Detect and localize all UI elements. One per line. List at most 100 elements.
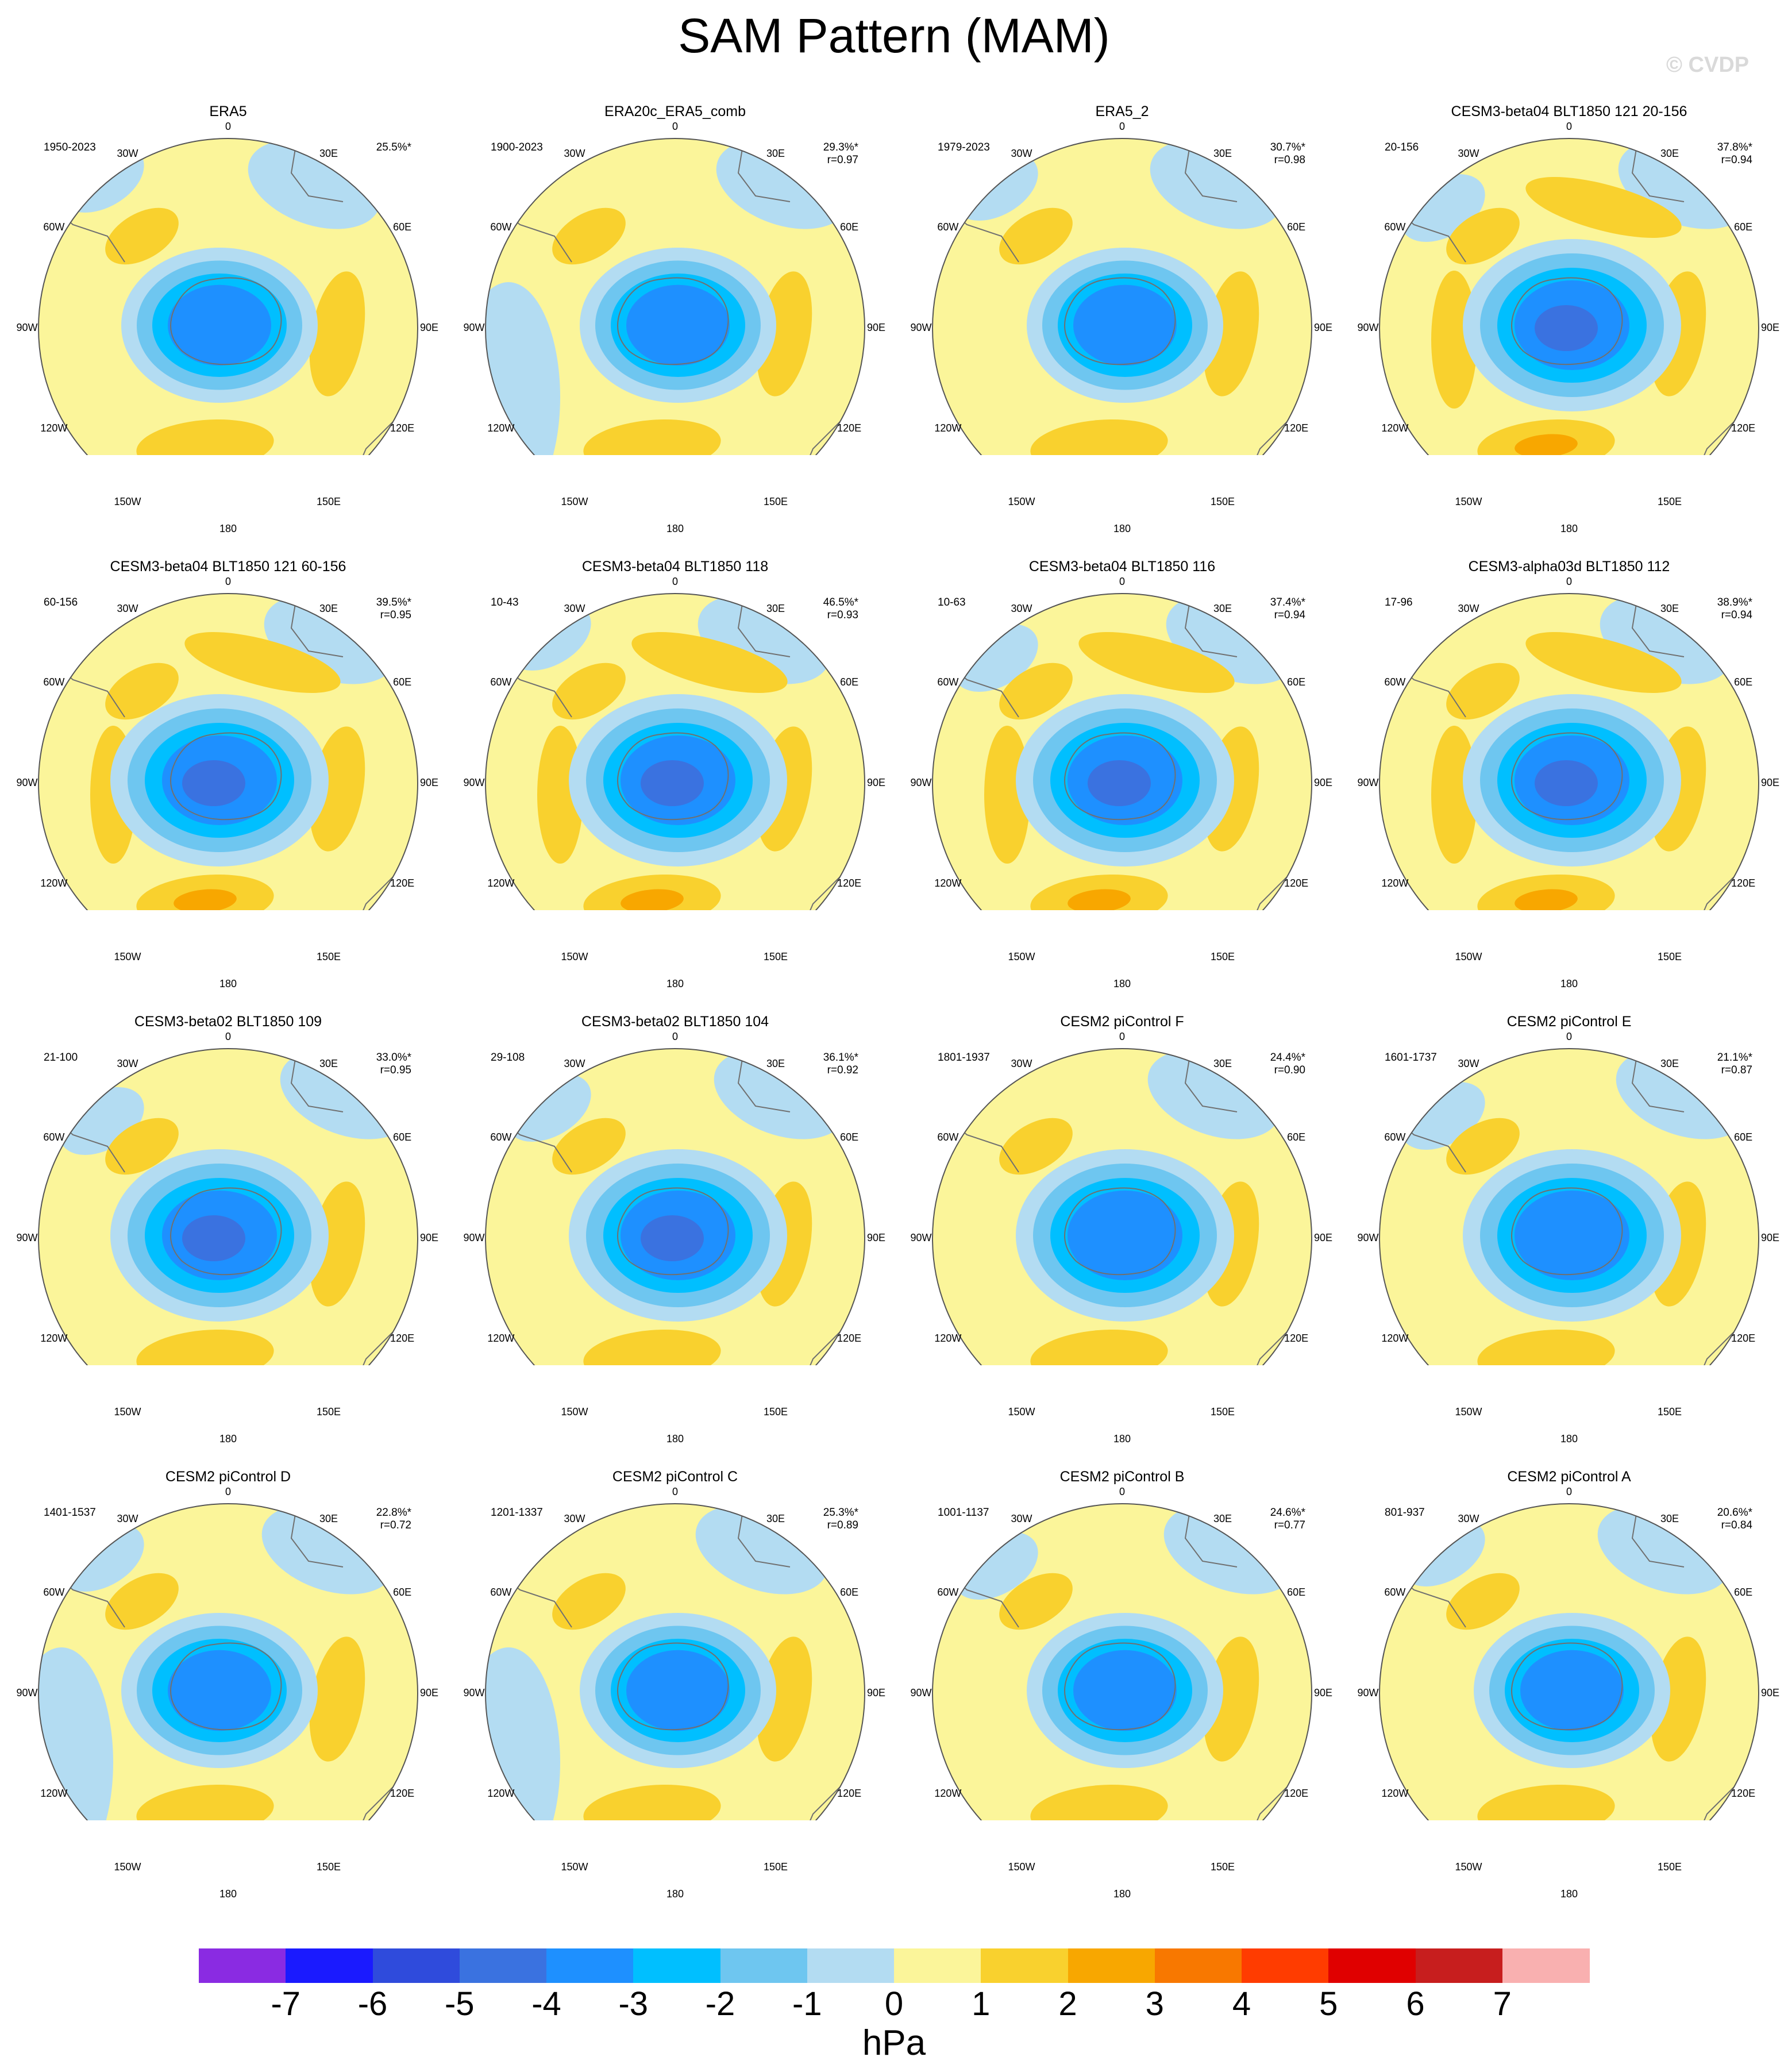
- pattern-correlation: r=0.94: [1721, 154, 1752, 166]
- panel-years: 10-63: [938, 596, 966, 608]
- map-boundary: [485, 593, 865, 910]
- longitude-label: 120E: [837, 422, 862, 434]
- longitude-label: 60W: [1384, 676, 1406, 688]
- africa-coastline: [1631, 1504, 1685, 1568]
- longitude-label: 90W: [16, 1687, 38, 1699]
- longitude-label: 150W: [1008, 496, 1035, 508]
- positive-anomaly-region: [999, 207, 1073, 265]
- positive-anomaly-region: [631, 632, 788, 693]
- longitude-label: 30W: [1458, 1512, 1479, 1524]
- longitude-label: 180: [1560, 1888, 1578, 1900]
- positive-anomaly-region: [999, 1573, 1073, 1630]
- pattern-correlation: r=0.92: [827, 1064, 858, 1076]
- longitude-label: 90W: [463, 1687, 485, 1699]
- longitude-label: 0: [1566, 1031, 1572, 1042]
- map-panel: 0 30E 60E 90E 120E 150E 180 150W 120W 90W 60W 30W CE…: [1346, 910, 1788, 1445]
- longitude-label: 120E: [837, 1788, 862, 1799]
- colorbar-box: [720, 1948, 808, 1983]
- antarctica-coastline: [1511, 732, 1623, 821]
- strong-negative-anomaly-core: [641, 760, 704, 806]
- longitude-label: 60E: [1734, 676, 1753, 688]
- longitude-label: 150E: [1657, 496, 1682, 508]
- longitude-label: 30W: [1458, 602, 1479, 614]
- africa-coastline: [737, 594, 791, 657]
- colorbar-tick: -2: [705, 1985, 735, 2023]
- polar-map: [485, 593, 865, 910]
- africa-coastline: [1184, 594, 1238, 657]
- longitude-label: 0: [672, 576, 678, 587]
- longitude-label: 90E: [866, 1232, 886, 1243]
- longitude-label: 120E: [1731, 1788, 1756, 1799]
- australia-coastline: [1689, 869, 1742, 910]
- colorbar-box: [459, 1948, 547, 1983]
- longitude-label: 150W: [114, 1861, 141, 1873]
- panel-title: CESM2 piControl F: [1060, 1014, 1184, 1030]
- longitude-label: 90E: [1760, 777, 1780, 788]
- positive-anomaly-region: [1525, 177, 1682, 238]
- longitude-label: 150E: [1210, 1861, 1235, 1873]
- variance-explained: 46.5%*: [823, 596, 858, 608]
- map-panel: 0 30E 60E 90E 120E 150E 180 150W 120W 90W 60W 30W CE…: [899, 910, 1346, 1445]
- longitude-label: 60W: [937, 221, 959, 233]
- map-boundary: [485, 138, 865, 455]
- antarctica-coastline: [617, 277, 729, 365]
- longitude-label: 90E: [1313, 777, 1333, 788]
- longitude-label: 60W: [490, 1586, 512, 1598]
- antarctica-coastline: [170, 732, 282, 821]
- positive-anomaly-region: [136, 1329, 274, 1365]
- longitude-label: 150W: [561, 1861, 588, 1873]
- panel-years: 21-100: [44, 1052, 78, 1064]
- longitude-label: 60W: [937, 1131, 959, 1143]
- positive-anomaly-region: [1431, 726, 1477, 864]
- longitude-label: 150E: [1210, 951, 1235, 963]
- longitude-label: 90E: [1313, 1687, 1333, 1699]
- longitude-label: 30W: [117, 147, 138, 159]
- longitude-label: 30E: [1660, 602, 1679, 614]
- longitude-label: 60E: [1734, 1131, 1753, 1143]
- positive-anomaly-region: [552, 663, 626, 720]
- longitude-label: 150E: [1657, 951, 1682, 963]
- colorbar-tick: -3: [618, 1985, 649, 2023]
- pattern-correlation: r=0.94: [1274, 609, 1305, 621]
- longitude-label: 120W: [934, 1788, 962, 1799]
- longitude-label: 180: [1113, 1433, 1131, 1445]
- positive-anomaly-region: [1446, 663, 1520, 720]
- positive-anomaly-region: [999, 663, 1073, 720]
- longitude-label: 150E: [763, 496, 788, 508]
- longitude-label: 0: [672, 1486, 678, 1497]
- longitude-label: 30E: [319, 602, 338, 614]
- antarctica-coastline: [170, 1187, 282, 1276]
- africa-coastline: [737, 138, 791, 202]
- longitude-label: 60E: [840, 1586, 859, 1598]
- longitude-label: 30E: [766, 147, 785, 159]
- longitude-label: 0: [1566, 576, 1572, 587]
- longitude-label: 30W: [564, 602, 585, 614]
- panel-years: 801-937: [1385, 1507, 1425, 1519]
- strong-negative-anomaly-core: [1535, 305, 1598, 351]
- longitude-label: 60E: [1734, 1586, 1753, 1598]
- colorbar-tick: 2: [1058, 1985, 1077, 2023]
- longitude-label: 60E: [1287, 1586, 1306, 1598]
- longitude-label: 30E: [1660, 1057, 1679, 1069]
- longitude-label: 60W: [937, 1586, 959, 1598]
- panel-stats: 30.7%* r=0.98: [1259, 141, 1305, 167]
- longitude-label: 90E: [419, 777, 439, 788]
- longitude-label: 180: [1560, 523, 1578, 534]
- longitude-label: 60E: [1287, 1131, 1306, 1143]
- longitude-label: 150W: [114, 496, 141, 508]
- africa-coastline: [1631, 594, 1685, 657]
- longitude-label: 90E: [1760, 1687, 1780, 1699]
- longitude-label: 30E: [1213, 1512, 1232, 1524]
- antarctica-coastline: [1511, 1642, 1623, 1731]
- longitude-label: 120W: [40, 877, 68, 889]
- map-boundary: [485, 1503, 865, 1820]
- map-panel: 0 30E 60E 90E 120E 150E 180 150W 120W 90W 60W 30W CE…: [5, 910, 452, 1445]
- longitude-label: 30W: [1011, 602, 1032, 614]
- longitude-label: 180: [1113, 1888, 1131, 1900]
- longitude-label: 60E: [393, 1131, 412, 1143]
- panel-years: 20-156: [1385, 141, 1419, 153]
- pattern-correlation: r=0.77: [1274, 1519, 1305, 1531]
- colorbar-tick: 6: [1406, 1985, 1425, 2023]
- antarctica-coastline: [170, 277, 282, 365]
- panel-title: CESM3-beta04 BLT1850 121 60-156: [110, 559, 346, 575]
